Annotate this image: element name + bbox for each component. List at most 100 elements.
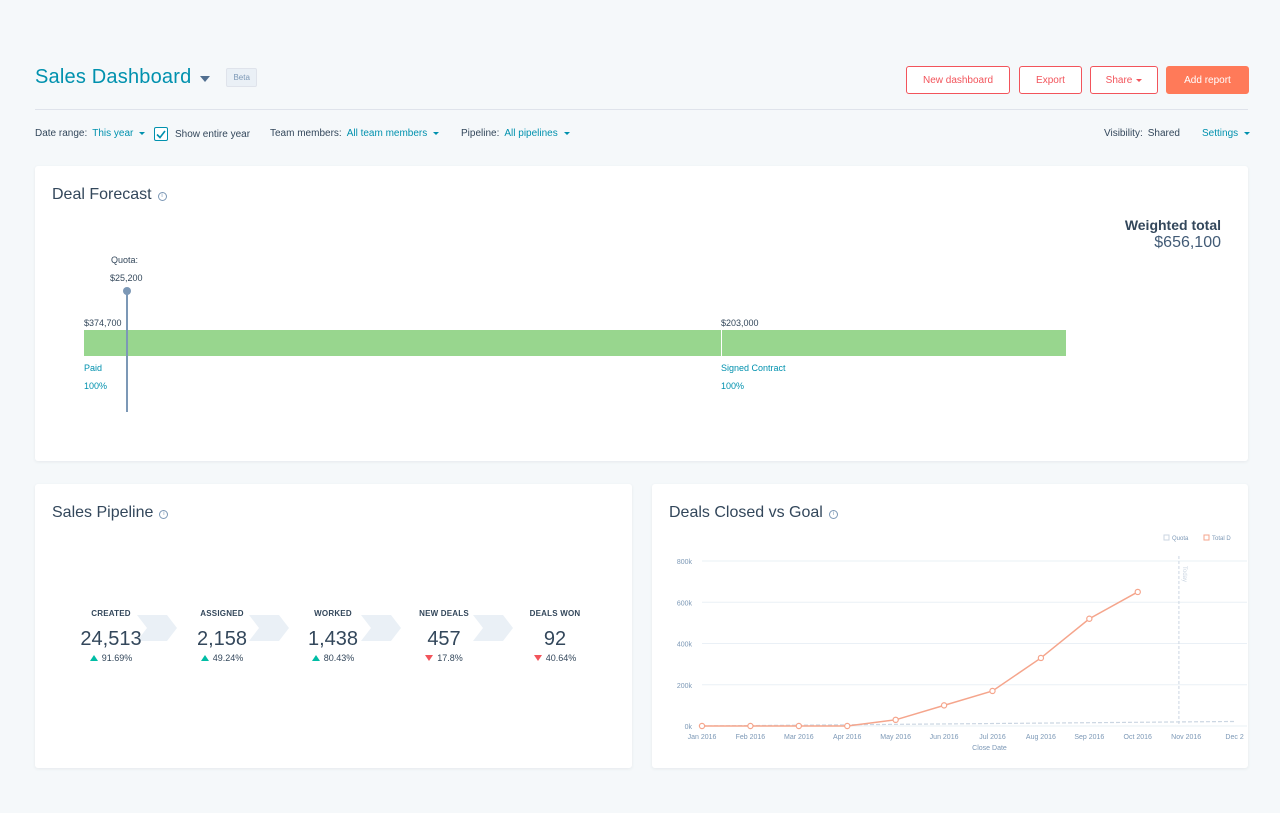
page-title[interactable]: Sales Dashboard — [35, 66, 192, 88]
weighted-total-value: $656,100 — [1154, 234, 1221, 251]
arrow-up-icon — [89, 655, 98, 661]
new-dashboard-button[interactable]: New dashboard — [906, 66, 1010, 94]
quota-label: Quota: — [111, 255, 139, 265]
stage-value: 457 — [427, 628, 461, 650]
pipeline-stage[interactable]: WORKED 1,438 80.43% — [288, 609, 378, 663]
beta-badge: Beta — [226, 68, 257, 87]
info-icon[interactable]: i — [157, 191, 167, 201]
stage-change-value: 17.8% — [437, 653, 463, 663]
date-range-value[interactable]: This year — [92, 128, 134, 139]
stage-change: 80.43% — [288, 653, 378, 663]
share-caret-icon — [1136, 78, 1143, 82]
card-title: Deal Forecast i — [52, 186, 167, 204]
data-point — [1037, 654, 1045, 662]
arrow-up-icon — [200, 655, 209, 661]
x-tick-label: Nov 2016 — [1171, 734, 1201, 741]
stage-label: WORKED — [314, 609, 352, 618]
segment-amount: $374,700 — [84, 318, 122, 328]
pipeline-stage[interactable]: CREATED 24,513 91.69% — [66, 609, 156, 663]
weighted-total-label: Weighted total — [1124, 217, 1221, 233]
export-button[interactable]: Export — [1019, 66, 1082, 94]
date-range-label: Date range: — [35, 128, 88, 139]
data-point — [940, 702, 948, 709]
segment-stage[interactable]: Paid — [84, 363, 103, 373]
new-dashboard-label: New dashboard — [922, 74, 994, 86]
stage-change-value: 80.43% — [323, 653, 355, 663]
x-tick-label: Jun 2016 — [930, 734, 959, 741]
quota-marker-dot[interactable] — [123, 287, 131, 295]
card-title: Deals Closed vs Goal i — [669, 504, 838, 522]
quota-value: $25,200 — [110, 273, 143, 283]
stage-label: NEW DEALS — [419, 609, 469, 618]
segment-divider — [721, 330, 722, 356]
x-tick-label: May 2016 — [880, 734, 911, 741]
add-report-button[interactable]: Add report — [1166, 66, 1249, 94]
visibility-value: Shared — [1147, 128, 1180, 139]
arrow-up-icon — [311, 655, 320, 661]
stage-change: 49.24% — [177, 653, 267, 663]
y-tick-label: 400k — [677, 642, 693, 649]
pipeline-filter[interactable]: Pipeline: All pipelines — [461, 128, 570, 139]
arrow-down-icon — [533, 655, 542, 661]
chevron-down-icon — [139, 132, 146, 135]
deal-forecast-title: Deal Forecast — [52, 186, 152, 203]
info-icon[interactable]: i — [828, 509, 838, 519]
stage-value: 24,513 — [80, 628, 142, 650]
team-members-filter[interactable]: Team members: All team members — [270, 128, 440, 139]
pipeline-value[interactable]: All pipelines — [504, 128, 558, 139]
data-point — [1086, 615, 1093, 622]
x-tick-label: Aug 2016 — [1026, 734, 1056, 741]
pipeline-stage[interactable]: NEW DEALS 457 17.8% — [399, 609, 489, 663]
pipeline-label: Pipeline: — [461, 128, 500, 139]
x-tick-label: Sep 2016 — [1074, 734, 1104, 741]
deals-closed-chart[interactable]: 0k 200k 400k 600k 800k Jan 2016 Feb 2016 Mar 20… — [652, 484, 1248, 768]
date-range-filter[interactable]: Date range: This year — [35, 128, 146, 139]
stage-change: 17.8% — [399, 653, 489, 663]
settings-label[interactable]: Settings — [1202, 128, 1239, 139]
show-entire-year-checkbox[interactable] — [154, 127, 168, 141]
sales-pipeline-title: Sales Pipeline — [52, 504, 154, 521]
stage-value: 1,438 — [307, 628, 359, 650]
y-tick-label: 600k — [677, 600, 693, 607]
share-button[interactable]: Share — [1090, 66, 1158, 94]
series-line — [702, 591, 1139, 727]
info-icon[interactable]: i — [159, 509, 169, 519]
data-point — [844, 722, 851, 730]
pipeline-stage[interactable]: ASSIGNED 2,158 49.24% — [177, 609, 267, 663]
segment-percent: 100% — [84, 381, 108, 391]
team-members-value[interactable]: All team members — [346, 128, 428, 139]
data-point — [795, 722, 803, 730]
quota-marker-line — [126, 291, 128, 412]
forecast-bar-signed-contract[interactable] — [721, 330, 1066, 356]
visibility-info: Visibility: Shared — [1104, 128, 1180, 139]
chevron-down-icon — [563, 132, 570, 135]
segment-amount: $203,000 — [721, 318, 759, 328]
deal-forecast-card: Deal Forecast i Weighted total $656,100 … — [35, 166, 1248, 461]
legend-label: Quota — [1172, 536, 1189, 542]
share-label: Share — [1105, 74, 1133, 86]
y-tick-label: 200k — [677, 683, 693, 690]
forecast-bar-paid[interactable] — [84, 330, 721, 356]
team-members-label: Team members: — [270, 128, 342, 139]
title-dropdown-icon[interactable] — [200, 76, 211, 82]
header-divider — [35, 109, 1248, 110]
stage-change: 91.69% — [66, 653, 156, 663]
pipeline-stage[interactable]: DEALS WON 92 40.64% — [510, 609, 600, 663]
x-tick-label: Jan 2016 — [688, 734, 717, 741]
deals-closed-card: Deals Closed vs Goal i 0k 200k 400k 600k 800… — [652, 484, 1248, 768]
x-tick-label: Mar 2016 — [784, 734, 814, 741]
segment-stage[interactable]: Signed Contract — [721, 363, 786, 373]
stage-change: 40.64% — [510, 653, 600, 663]
stage-change-value: 49.24% — [212, 653, 244, 663]
segment-percent: 100% — [721, 381, 745, 391]
add-report-label: Add report — [1184, 74, 1231, 86]
settings-dropdown[interactable]: Settings — [1202, 128, 1251, 139]
series-line — [701, 720, 1235, 727]
x-tick-label: Feb 2016 — [736, 734, 766, 741]
show-entire-year-toggle[interactable]: Show entire year — [154, 127, 250, 141]
data-point — [892, 716, 899, 724]
visibility-label: Visibility: — [1104, 128, 1143, 139]
x-tick-label: Oct 2016 — [1124, 734, 1153, 741]
today-label: Today — [1181, 566, 1187, 582]
export-label: Export — [1036, 74, 1065, 86]
